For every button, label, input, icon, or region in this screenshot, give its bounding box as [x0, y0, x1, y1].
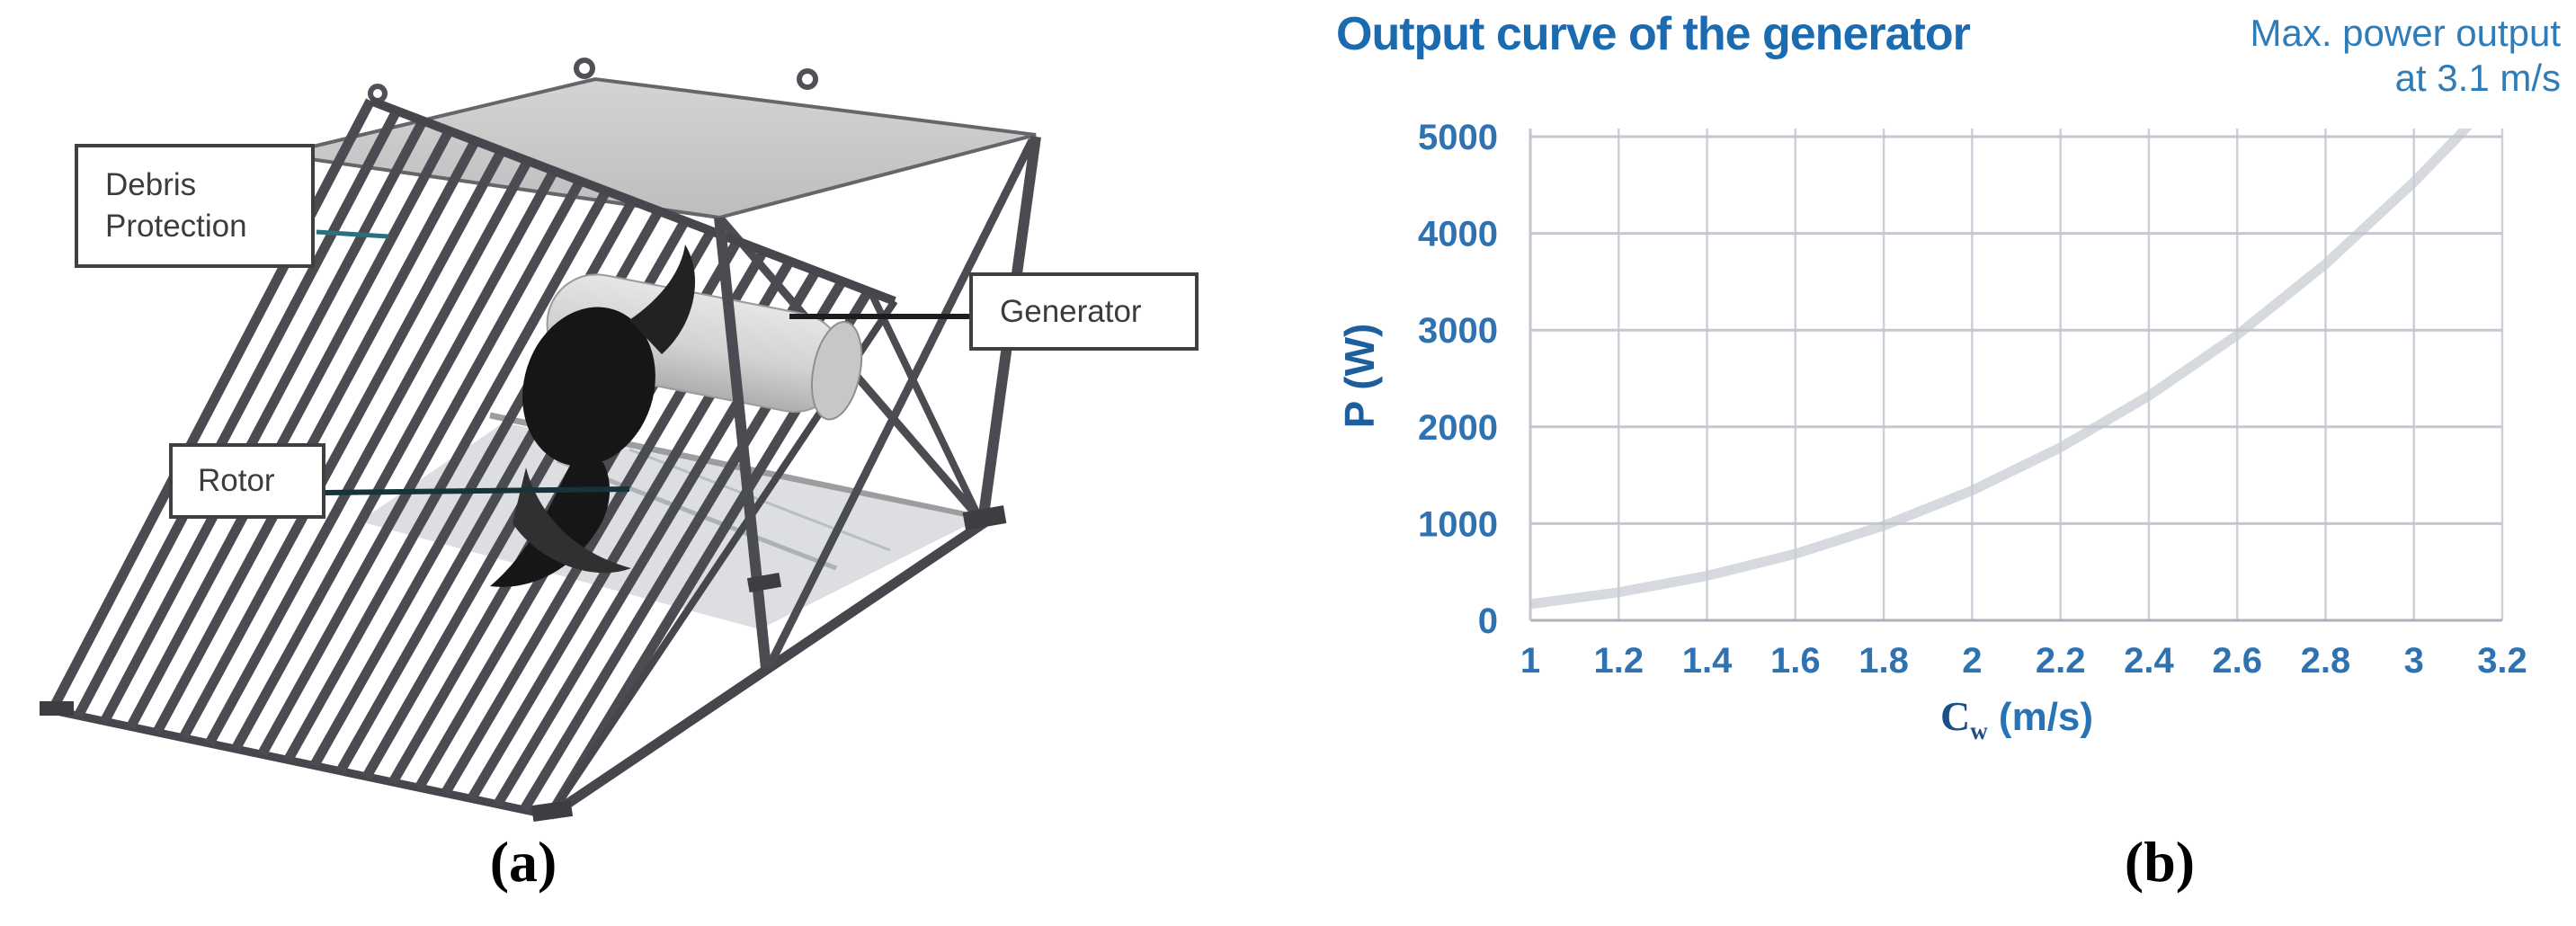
rotor-label: Rotor [169, 443, 325, 519]
chart-annotation-line2: at 3.1 m/s [2394, 57, 2561, 99]
debris-protection-label: Debris Protection [75, 144, 315, 268]
grille-bar [100, 118, 428, 724]
grille-bar [205, 158, 532, 746]
turbine-illustration [40, 58, 1041, 822]
x-tick-label: 1.4 [1682, 641, 1733, 681]
power-curve [1530, 129, 2473, 610]
grille-bar [126, 128, 454, 730]
chart-annotation-line1: Max. power output [2250, 12, 2561, 54]
y-tick-label: 3000 [1418, 311, 1498, 351]
generator-nose-cap [810, 321, 863, 421]
rotor-leader-line [325, 486, 630, 495]
y-tick-label: 0 [1478, 601, 1498, 641]
debris-leader-line [316, 229, 389, 239]
x-tick-label: 2.8 [2301, 641, 2351, 681]
x-tick-label: 2.6 [2212, 641, 2262, 681]
grille-bar [283, 188, 611, 763]
x-tick-label: 2 [1962, 641, 1982, 681]
chart-title: Output curve of the generator [1336, 8, 1971, 60]
panel-a-caption: (a) [489, 830, 557, 894]
front-truss-beams [714, 138, 1037, 669]
y-tick-label: 5000 [1418, 118, 1498, 157]
grille-bar [178, 148, 506, 741]
grille-bar [257, 178, 585, 757]
y-tick-label: 1000 [1418, 504, 1498, 544]
grille-bar [152, 138, 480, 735]
chart-annotation: Max. power output at 3.1 m/s [2250, 11, 2561, 101]
x-axis-label: Cw (m/s) [1940, 692, 2093, 745]
x-tick-label: 1.6 [1770, 641, 1821, 681]
x-tick-label: 2.4 [2124, 641, 2174, 681]
rotor-text: Rotor [198, 463, 275, 498]
debris-protection-text: Debris Protection [105, 167, 247, 244]
generator-label: Generator [969, 272, 1199, 351]
x-tick-label: 1.2 [1593, 641, 1644, 681]
x-tick-label: 1.8 [1858, 641, 1909, 681]
top-platform [278, 76, 1037, 220]
frame-feet [40, 505, 1007, 822]
panel-b-caption: (b) [2124, 830, 2196, 894]
grille-bar [74, 108, 402, 718]
generator-text: Generator [1000, 293, 1142, 329]
x-tick-label: 3 [2404, 641, 2424, 681]
grille-bar [48, 98, 375, 713]
x-tick-label: 3.2 [2477, 641, 2527, 681]
y-tick-label: 4000 [1418, 215, 1498, 254]
x-axis-unit: (m/s) [1998, 695, 2094, 739]
rotor-blades [490, 245, 696, 587]
x-axis-symbol: C [1939, 693, 1971, 739]
y-axis-label: P (W) [1336, 323, 1383, 429]
grille-bar [231, 168, 558, 752]
y-tick-label: 2000 [1418, 408, 1498, 448]
output-curve-chart: 0 1000 2000 3000 4000 5000 1 1.2 1.4 1.6 1.8 2 2.2 2.… [1418, 118, 2527, 681]
x-tick-label: 1 [1520, 641, 1540, 681]
x-tick-label: 2.2 [2036, 641, 2086, 681]
x-axis-subscript: w [1970, 717, 1988, 744]
